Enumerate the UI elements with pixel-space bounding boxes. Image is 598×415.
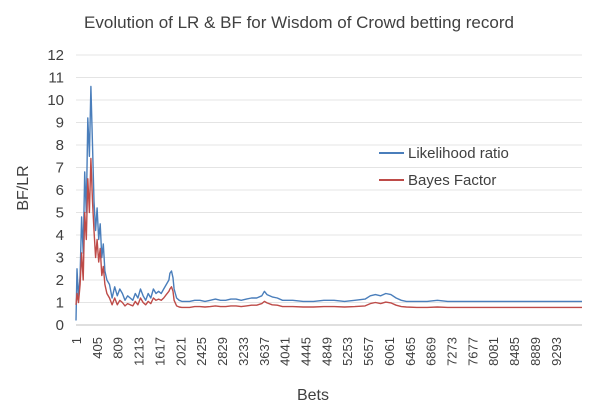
y-tick-label: 2 <box>56 272 64 289</box>
x-tick-label: 2829 <box>215 337 230 366</box>
x-tick-label: 7273 <box>445 337 460 366</box>
x-tick-label: 3637 <box>257 337 272 366</box>
x-tick-label: 809 <box>111 337 126 359</box>
x-tick-label: 8485 <box>507 337 522 366</box>
x-tick-label: 2425 <box>194 337 209 366</box>
y-tick-label: 10 <box>47 92 64 109</box>
series-line-likelihood-ratio <box>75 85 582 321</box>
y-tick-label: 12 <box>47 47 64 64</box>
x-tick-label: 6465 <box>403 337 418 366</box>
legend-label: Bayes Factor <box>408 172 496 189</box>
y-tick-label: 6 <box>56 182 64 199</box>
x-tick-label: 4041 <box>278 337 293 366</box>
legend: Likelihood ratio Bayes Factor <box>379 145 509 189</box>
y-axis-label: BF/LR <box>15 165 32 210</box>
x-tick-label: 1213 <box>132 337 147 366</box>
legend-label: Likelihood ratio <box>408 145 509 162</box>
x-tick-label: 3233 <box>236 337 251 366</box>
series-lines <box>75 85 582 321</box>
y-tick-label: 4 <box>56 227 64 244</box>
x-tick-label: 4849 <box>319 337 334 366</box>
x-tick-label: 5253 <box>340 337 355 366</box>
x-tick-label: 6061 <box>382 337 397 366</box>
x-tick-label: 8081 <box>486 337 501 366</box>
y-tick-label: 9 <box>56 115 64 132</box>
y-tick-label: 3 <box>56 250 64 267</box>
y-tick-label: 1 <box>56 295 64 312</box>
x-tick-label: 7677 <box>465 337 480 366</box>
chart-title: Evolution of LR & BF for Wisdom of Crowd… <box>84 13 514 32</box>
x-tick-label: 1 <box>69 337 84 344</box>
x-tick-label: 8889 <box>528 337 543 366</box>
y-tick-label: 8 <box>56 137 64 154</box>
x-axis-ticks: 1 405 809 1213 1617 2021 2425 2829 3233 3637 4041 4… <box>69 337 564 366</box>
x-tick-label: 4445 <box>298 337 313 366</box>
series-line-bayes-factor <box>75 157 582 309</box>
y-tick-label: 11 <box>48 70 64 87</box>
x-tick-label: 6869 <box>424 337 439 366</box>
x-tick-label: 2021 <box>173 337 188 366</box>
x-tick-label: 9293 <box>549 337 564 366</box>
x-tick-label: 5657 <box>361 337 376 366</box>
x-tick-label: 405 <box>90 337 105 359</box>
y-tick-label: 7 <box>56 160 64 177</box>
gridlines <box>76 54 582 303</box>
x-tick-label: 1617 <box>152 337 167 366</box>
y-tick-label: 5 <box>56 205 64 222</box>
x-axis-label: Bets <box>297 387 329 404</box>
y-tick-label: 0 <box>56 317 64 334</box>
